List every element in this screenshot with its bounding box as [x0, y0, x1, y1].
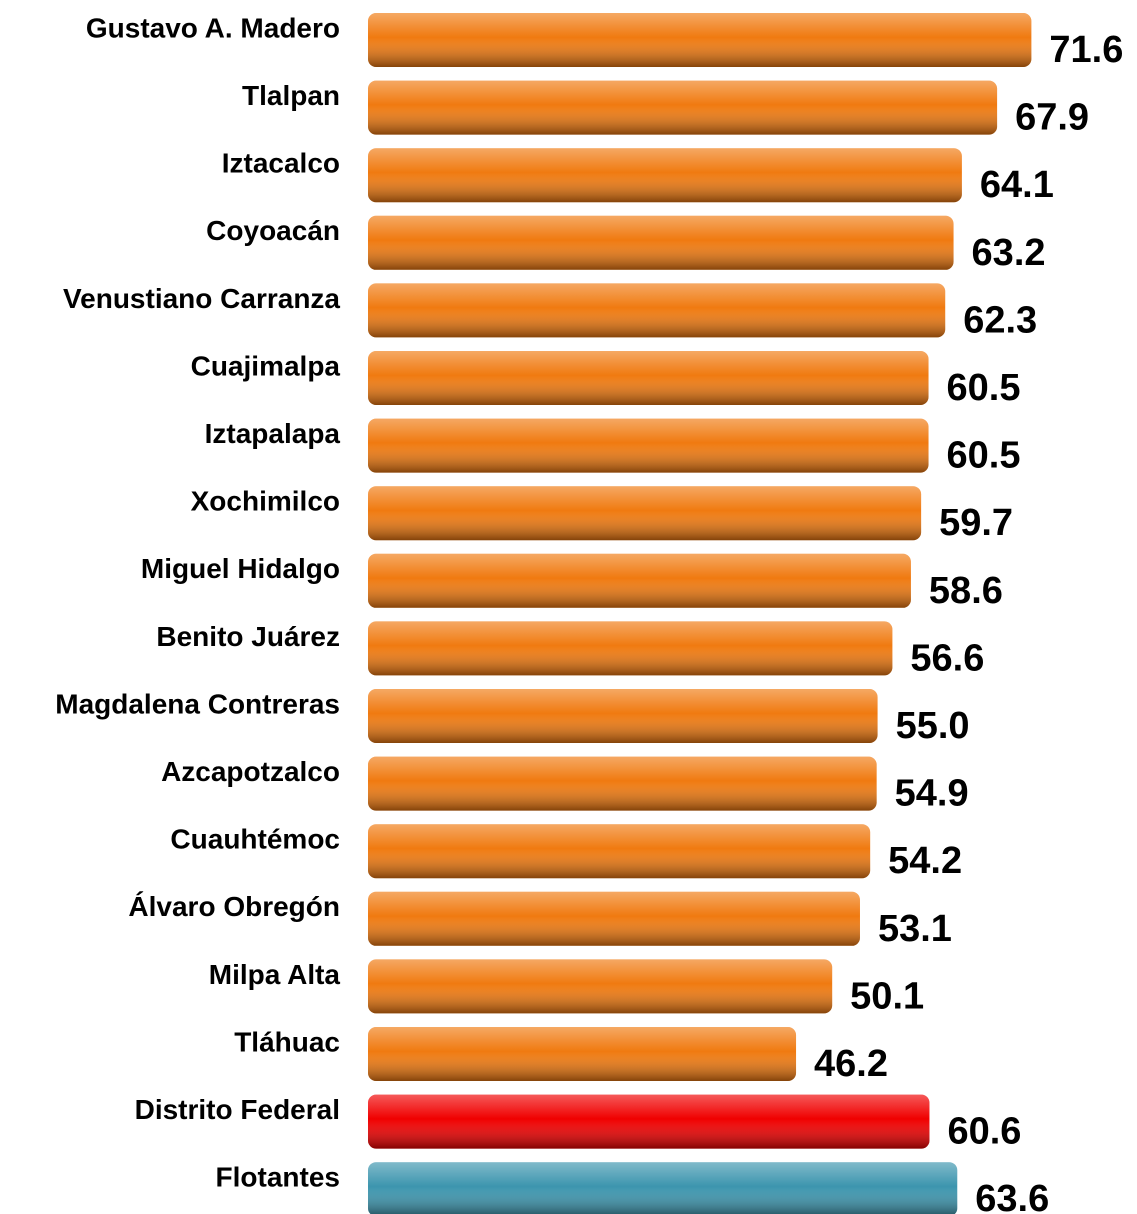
category-label: Cuauhtémoc — [170, 824, 340, 855]
value-label: 50.1 — [850, 975, 924, 1017]
value-label: 46.2 — [814, 1043, 888, 1085]
value-label: 54.9 — [895, 773, 969, 815]
category-label: Distrito Federal — [135, 1094, 340, 1125]
value-label: 63.2 — [972, 232, 1046, 274]
value-label: 60.5 — [947, 435, 1021, 477]
bar-shade — [368, 283, 946, 338]
value-label: 59.7 — [939, 502, 1013, 544]
bar-shade — [368, 621, 893, 676]
category-label: Cuajimalpa — [191, 350, 341, 381]
category-label: Venustiano Carranza — [63, 283, 340, 314]
bar-shade — [368, 553, 911, 608]
bar-shade — [368, 351, 929, 405]
bar-shade — [368, 689, 878, 743]
category-label: Tlalpan — [242, 80, 340, 111]
bar-shade — [368, 1027, 797, 1081]
category-label: Iztapalapa — [205, 418, 341, 449]
bar-shade — [368, 756, 877, 811]
bar-shade — [368, 80, 998, 135]
bar-shade — [368, 1094, 930, 1149]
category-label: Magdalena Contreras — [55, 688, 340, 719]
bar-shade — [368, 486, 922, 541]
bar-shade — [368, 891, 860, 946]
bar-shade — [368, 1162, 958, 1214]
value-label: 62.3 — [963, 299, 1037, 341]
category-label: Gustavo A. Madero — [86, 12, 340, 43]
category-label: Milpa Alta — [209, 959, 341, 990]
value-label: 54.2 — [888, 840, 962, 882]
bar-shade — [368, 215, 954, 270]
value-label: 71.6 — [1049, 29, 1123, 71]
bar-shade — [368, 418, 929, 473]
bar-shade — [368, 824, 871, 879]
value-label: 56.6 — [910, 637, 984, 679]
value-label: 63.6 — [975, 1178, 1049, 1214]
bar-shade — [368, 13, 1032, 67]
value-label: 53.1 — [878, 908, 952, 950]
category-label: Tláhuac — [234, 1026, 340, 1057]
category-label: Benito Juárez — [156, 621, 340, 652]
bar-shade — [368, 148, 962, 203]
category-label: Miguel Hidalgo — [141, 553, 340, 584]
category-label: Álvaro Obregón — [128, 891, 340, 922]
value-label: 60.5 — [947, 367, 1021, 409]
category-label: Azcapotzalco — [161, 756, 340, 787]
category-label: Xochimilco — [191, 486, 340, 517]
value-label: 64.1 — [980, 164, 1054, 206]
bar-shade — [368, 959, 833, 1014]
value-label: 55.0 — [896, 705, 970, 747]
value-label: 60.6 — [947, 1111, 1021, 1153]
value-label: 67.9 — [1015, 97, 1089, 139]
category-label: Iztacalco — [222, 148, 340, 179]
category-label: Coyoacán — [206, 215, 340, 246]
category-label: Flotantes — [216, 1162, 340, 1193]
value-label: 58.6 — [929, 570, 1003, 612]
